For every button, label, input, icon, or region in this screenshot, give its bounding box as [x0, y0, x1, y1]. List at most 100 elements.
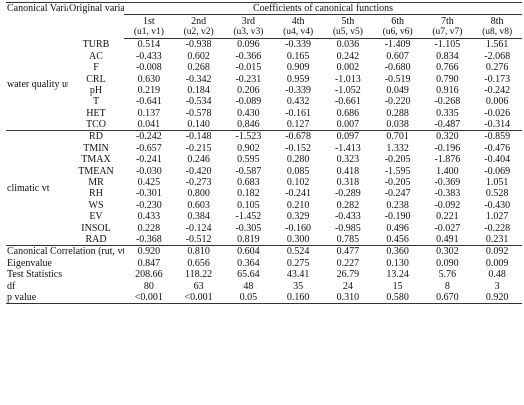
coefficient-cell: 0.238 — [386, 199, 409, 211]
table-row: CRL 0.630 -0.342 -0.231 0.959 -1.013 -0.519 0.7… — [6, 73, 522, 85]
original-variable: TMAX — [81, 154, 111, 166]
coefficient-cell: 0.456 — [386, 234, 409, 245]
coefficient-cell: 0.528 — [485, 188, 509, 200]
coefficient-cell: 0.105 — [237, 199, 260, 211]
coefficient-cell: 0.049 — [386, 84, 409, 96]
function-index-4: 4th — [291, 15, 305, 27]
coefficient-cell: -0.124 — [185, 222, 212, 234]
stat-value: <0.001 — [173, 291, 224, 305]
coefficient-cell: -0.196 — [434, 142, 461, 154]
coefficient-cell: 0.630 — [137, 73, 161, 85]
coefficient-cell: 0.686 — [336, 107, 360, 119]
function-pair-2: (u2, v2) — [173, 26, 224, 40]
coefficient-cell: 0.425 — [137, 177, 161, 189]
coefficient-cell: 0.276 — [485, 62, 509, 74]
stat-label: df — [7, 280, 16, 292]
header-row-index: 1st 2nd 3rd 4th 5th 6th 7th 8th — [6, 15, 522, 27]
coefficient-cell: 0.137 — [137, 107, 161, 119]
original-variable: EV — [89, 211, 103, 223]
function-index-8: 8th — [490, 15, 504, 27]
coefficient-cell: 0.210 — [286, 199, 310, 211]
coefficient-cell: 0.800 — [187, 188, 210, 200]
coefficient-cell: -0.215 — [185, 142, 212, 154]
coefficient-cell: 0.242 — [336, 50, 360, 62]
table-row: AC -0.433 0.602 -0.366 0.165 0.242 0.607 0.834 -… — [6, 51, 522, 62]
stat-value: 0.302 — [422, 245, 473, 258]
table-row: TCO 0.041 0.140 0.846 0.127 0.007 0.038 -0.487 -… — [6, 119, 522, 131]
coefficient-cell: -0.339 — [285, 84, 312, 96]
coefficient-cell: 0.182 — [237, 188, 260, 200]
coefficient-cell: -0.015 — [235, 62, 262, 74]
coefficient-cell: -0.314 — [484, 119, 511, 131]
table-header: Canonical VariablesOriginal variablesCoe… — [6, 1, 523, 40]
coefficient-cell: 0.184 — [187, 84, 210, 96]
coefficient-cell: -1.595 — [384, 165, 411, 177]
function-pair-8: (u8, v8) — [472, 26, 523, 40]
function-index-2: 2nd — [191, 15, 207, 27]
original-variable: CRL — [86, 73, 106, 85]
coefficient-cell: 0.127 — [286, 119, 310, 131]
header-row-title: Canonical VariablesOriginal variablesCoe… — [6, 1, 523, 39]
coefficient-cell: -0.534 — [185, 96, 212, 108]
coefficient-cell: -0.205 — [384, 154, 411, 166]
coefficient-cell: 0.280 — [286, 154, 310, 166]
coefficient-cell: 0.335 — [436, 107, 459, 119]
coefficient-cell: 0.514 — [137, 39, 161, 51]
coefficient-cell: -0.578 — [185, 107, 212, 119]
canonical-variables-header: Canonical Variables — [6, 1, 68, 39]
coefficient-cell: -1.409 — [384, 39, 411, 51]
stat-value: 0.810 — [173, 245, 224, 258]
coefficient-cell: 0.038 — [386, 119, 409, 131]
stats-row: df 80 63 48 35 24 15 8 3 — [6, 280, 522, 292]
coefficient-cell: 0.268 — [187, 62, 210, 74]
coefficient-cell: -0.368 — [135, 234, 162, 245]
coefficient-cell: -0.152 — [285, 142, 312, 154]
coefficient-cell: 1.332 — [386, 142, 409, 154]
coefficient-cell: 0.902 — [237, 142, 260, 154]
coefficient-cell: -0.641 — [135, 96, 162, 108]
original-variable: F — [93, 62, 99, 74]
coefficient-cell: 0.819 — [237, 234, 260, 245]
stat-value: 0.847 — [137, 257, 161, 269]
stat-value: 0.275 — [286, 257, 310, 269]
coefficient-cell: 0.007 — [336, 119, 360, 131]
stat-value: 0.360 — [372, 245, 423, 258]
table-row: water quality ut TURB 0.514 -0.938 0.096 -0.3… — [6, 39, 522, 90]
coefficient-cell: -0.148 — [173, 130, 224, 143]
coefficient-cell: 0.384 — [187, 211, 210, 223]
coefficient-cell: 0.006 — [485, 96, 509, 108]
stat-value: 15 — [392, 280, 403, 292]
stat-value: 0.656 — [187, 257, 210, 269]
coefficient-cell: 0.228 — [137, 222, 161, 234]
coefficient-cell: 0.433 — [137, 211, 161, 223]
function-index-3: 3rd — [241, 15, 256, 27]
coefficient-cell: -0.366 — [235, 50, 262, 62]
original-variable: INSOL — [81, 222, 111, 234]
coefficient-cell: 0.318 — [336, 177, 360, 189]
coefficient-cell: 0.231 — [485, 234, 509, 245]
coefficient-cell: -0.519 — [384, 73, 411, 85]
stat-value: 26.79 — [336, 269, 360, 281]
coefficient-cell: -0.089 — [235, 96, 262, 108]
coefficient-cell: 1.027 — [485, 211, 509, 223]
coefficient-cell: -1.105 — [434, 39, 461, 51]
table-body: water quality ut TURB 0.514 -0.938 0.096 -0.3… — [6, 39, 523, 305]
coefficient-cell: -0.241 — [285, 188, 312, 200]
stats-row: Test Statistics 208.66 118.22 65.64 43.41 26.… — [6, 269, 522, 280]
coefficient-cell: -0.985 — [334, 222, 361, 234]
table-row: RAD -0.368 -0.512 0.819 0.300 0.785 0.456 0.491… — [6, 234, 522, 246]
stat-value: 0.580 — [372, 291, 423, 305]
original-variable: RH — [89, 188, 103, 200]
function-index-7: 7th — [440, 15, 454, 27]
stat-value: 0.130 — [386, 257, 409, 269]
coefficient-cell: -0.230 — [135, 199, 162, 211]
coefficient-cell: -1.523 — [223, 130, 274, 143]
function-pair-1: (u1, v1) — [124, 26, 174, 40]
coefficient-cell: -1.413 — [334, 142, 361, 154]
original-variables-header: Original variables — [68, 1, 124, 39]
coefficient-cell: -0.657 — [135, 142, 162, 154]
coefficient-cell: -1.013 — [334, 73, 361, 85]
coefficient-cell: 0.418 — [336, 165, 360, 177]
coefficient-cell: -0.161 — [285, 107, 312, 119]
function-index-1: 1st — [143, 15, 155, 27]
